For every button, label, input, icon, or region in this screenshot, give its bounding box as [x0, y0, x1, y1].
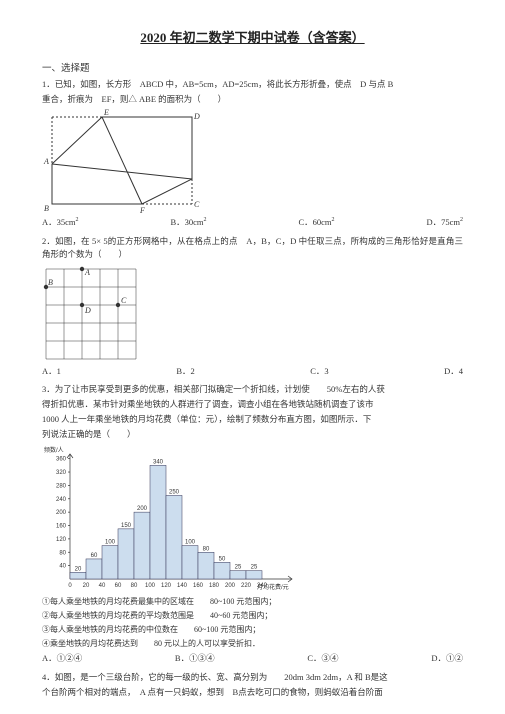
svg-text:220: 220 [241, 583, 252, 589]
svg-text:200: 200 [225, 583, 236, 589]
svg-text:200: 200 [56, 510, 67, 516]
svg-text:20: 20 [75, 567, 82, 573]
q2-opt-d: D．4 [444, 365, 463, 378]
svg-text:140: 140 [177, 583, 188, 589]
q3-line1: ①每人乘坐地铁的月均花费最集中的区域在 80~100 元范围内； [42, 596, 463, 608]
svg-text:250: 250 [169, 490, 180, 496]
q3-chart: 频数/人 月均花费/元 4080120160200240280320360206… [42, 444, 463, 594]
svg-text:50: 50 [219, 557, 226, 563]
svg-text:280: 280 [56, 484, 67, 490]
svg-text:320: 320 [56, 470, 67, 476]
q1-stem-line1: 1．已知，如图，长方形 ABCD 中，AB=5cm，AD=25cm，将此长方形折… [42, 78, 463, 91]
svg-text:60: 60 [115, 583, 122, 589]
svg-text:240: 240 [56, 497, 67, 503]
svg-text:120: 120 [56, 537, 67, 543]
q2-options: A．1 B．2 C．3 D．4 [42, 365, 463, 378]
svg-text:120: 120 [161, 583, 172, 589]
svg-text:20: 20 [83, 583, 90, 589]
q3-opt-a: A．①②④ [42, 652, 82, 665]
svg-text:A: A [84, 268, 90, 277]
svg-text:100: 100 [145, 583, 156, 589]
svg-text:F: F [139, 206, 145, 214]
q2-stem: 2．如图，在 5× 5的正方形网格中，从在格点上的点 A，B，C，D 中任取三点… [42, 235, 463, 261]
svg-text:360: 360 [56, 457, 67, 463]
q3-line3: ③每人乘坐地铁的月均花费的中位数在 60~100 元范围内； [42, 624, 463, 636]
svg-text:E: E [103, 109, 109, 117]
svg-text:180: 180 [209, 583, 220, 589]
q3-line2: ②每人乘坐地铁的月均花费的平均数范围是 40~60 元范围内； [42, 610, 463, 622]
section-heading: 一、选择题 [42, 62, 463, 76]
svg-text:240: 240 [257, 583, 268, 589]
q1-figure: A E D C F B [42, 109, 463, 214]
q3-opt-c: C．③④ [307, 652, 338, 665]
svg-text:25: 25 [235, 565, 242, 571]
svg-text:40: 40 [59, 564, 66, 570]
svg-text:60: 60 [91, 553, 98, 559]
svg-text:D: D [193, 112, 200, 121]
svg-text:100: 100 [105, 540, 116, 546]
svg-text:340: 340 [153, 460, 164, 466]
svg-text:160: 160 [56, 524, 67, 530]
svg-text:C: C [194, 200, 200, 209]
q3-stem-3: 1000 人上一年乘坐地铁的月均花费（单位：元），绘制了频数分布直方图，如图所示… [42, 413, 463, 426]
q3-stem-4: 列说法正确的是（ ） [42, 428, 463, 441]
svg-text:80: 80 [131, 583, 138, 589]
svg-text:B: B [48, 278, 53, 287]
q4-stem-1: 4．如图，是一个三级台阶，它的每一级的长、宽、高分别为 20dm 3dm 2dm… [42, 671, 463, 684]
svg-text:40: 40 [99, 583, 106, 589]
q2-figure: A B C D [42, 265, 463, 363]
svg-text:25: 25 [251, 565, 258, 571]
q3-options: A．①②④ B．①③④ C．③④ D．①② [42, 652, 463, 665]
q1-opt-b: B．30cm2 [170, 216, 206, 229]
svg-text:80: 80 [203, 547, 210, 553]
svg-text:频数/人: 频数/人 [44, 446, 64, 454]
svg-text:A: A [43, 157, 49, 166]
svg-text:150: 150 [121, 523, 132, 529]
document-page: { "title": "2020 年初二数学下期中试卷（含答案）", "sect… [0, 0, 505, 714]
svg-text:D: D [84, 306, 91, 315]
q3-line4: ④乘坐地铁的月均花费达到 80 元以上的人可以享受折扣． [42, 638, 463, 650]
q2-opt-b: B．2 [176, 365, 194, 378]
q1-opt-a: A．35cm2 [42, 216, 79, 229]
q3-stem-2: 得折扣优惠．某市针对乘坐地铁的人群进行了调查，调查小组在各地铁站随机调查了该市 [42, 398, 463, 411]
q1-opt-d: D．75cm2 [426, 216, 463, 229]
svg-text:C: C [121, 296, 127, 305]
page-title: 2020 年初二数学下期中试卷（含答案） [42, 28, 463, 48]
q1-opt-c: C．60cm2 [298, 216, 334, 229]
q3-opt-b: B．①③④ [175, 652, 215, 665]
q4-stem-2: 个台阶两个相对的端点， A 点有一只蚂蚁，想到 B点去吃可口的食物，则蚂蚁沿着台… [42, 686, 463, 699]
q2-opt-a: A．1 [42, 365, 61, 378]
svg-text:0: 0 [68, 583, 72, 589]
svg-text:B: B [44, 204, 49, 213]
svg-text:80: 80 [59, 551, 66, 557]
q1-stem-line2: 重合，折痕为 EF，则△ ABE 的面积为（ ） [42, 93, 463, 106]
q3-opt-d: D．①② [431, 652, 463, 665]
q3-stem-1: 3．为了让市民享受到更多的优惠，相关部门拟确定一个折扣线，计划使 50%左右的人… [42, 383, 463, 396]
svg-text:160: 160 [193, 583, 204, 589]
q2-opt-c: C．3 [310, 365, 328, 378]
svg-text:100: 100 [185, 540, 196, 546]
q1-options: A．35cm2 B．30cm2 C．60cm2 D．75cm2 [42, 216, 463, 229]
svg-text:200: 200 [137, 506, 148, 512]
